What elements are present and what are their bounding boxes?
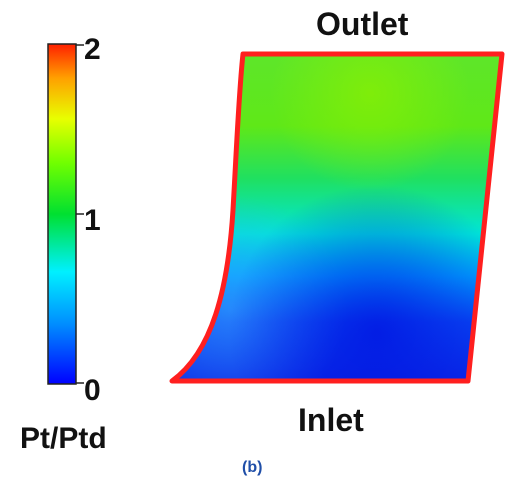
- inlet-label: Inlet: [298, 402, 364, 438]
- colorbar-gradient: [47, 43, 77, 385]
- colorbar-tick-label-min: 0: [84, 374, 101, 407]
- colorbar-tick-label-max: 2: [84, 33, 101, 66]
- contour-low-region: [172, 54, 502, 381]
- passage-outline: [169, 51, 505, 384]
- figure-caption: (b): [242, 459, 263, 476]
- colorbar-title: Pt/Ptd: [20, 422, 107, 455]
- outlet-label: Outlet: [316, 6, 409, 42]
- colorbar-tick-label-mid: 1: [84, 204, 101, 237]
